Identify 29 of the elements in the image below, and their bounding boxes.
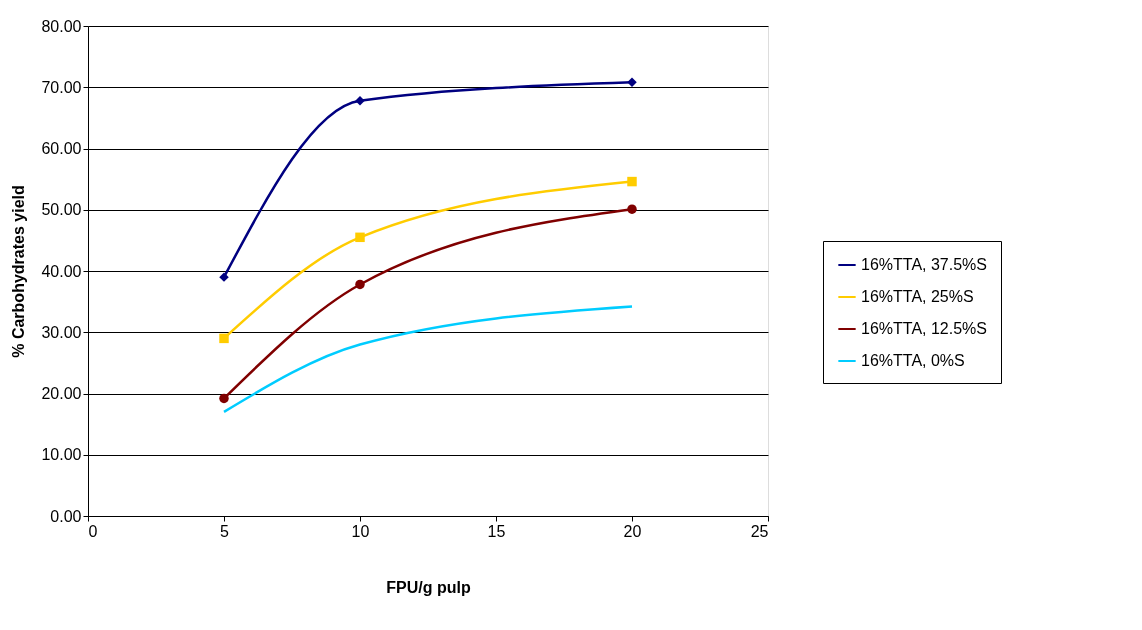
y-tick-label: 50.00 [41, 201, 82, 219]
legend-label: 16%TTA, 37.5%S [861, 256, 987, 273]
point [627, 176, 637, 187]
point [219, 393, 229, 404]
point [627, 77, 637, 88]
y-tick-label: 40.00 [41, 262, 82, 280]
x-tick-label: 10 [351, 522, 370, 540]
y-tick-label: 60.00 [41, 140, 82, 157]
point [627, 204, 637, 214]
point [355, 279, 365, 290]
x-tick-label: 20 [623, 522, 642, 540]
y-tick-label: 10.00 [41, 446, 82, 464]
y-tick-label: 30.00 [41, 323, 82, 341]
y-tick-label: 80.00 [41, 17, 82, 35]
x-tick-label: 5 [220, 522, 230, 540]
point [355, 95, 365, 106]
x-axis-title: FPU/g pulp [386, 578, 471, 596]
y-axis-title: % Carbohydrates yield [10, 185, 28, 358]
x-tick-label: 25 [750, 522, 769, 540]
legend-label: 16%TTA, 25%S [861, 288, 974, 305]
x-tick-label: 0 [88, 522, 98, 540]
point [219, 333, 229, 344]
x-tick-label: 15 [487, 522, 506, 540]
legend-label: 16%TTA, 12.5%S [861, 320, 987, 337]
point [355, 232, 365, 243]
y-tick-label: 70.00 [41, 78, 82, 96]
legend-label: 16%TTA, 0%S [861, 352, 965, 369]
y-tick-label: 0.00 [50, 507, 82, 525]
y-tick-label: 20.00 [41, 385, 82, 402]
